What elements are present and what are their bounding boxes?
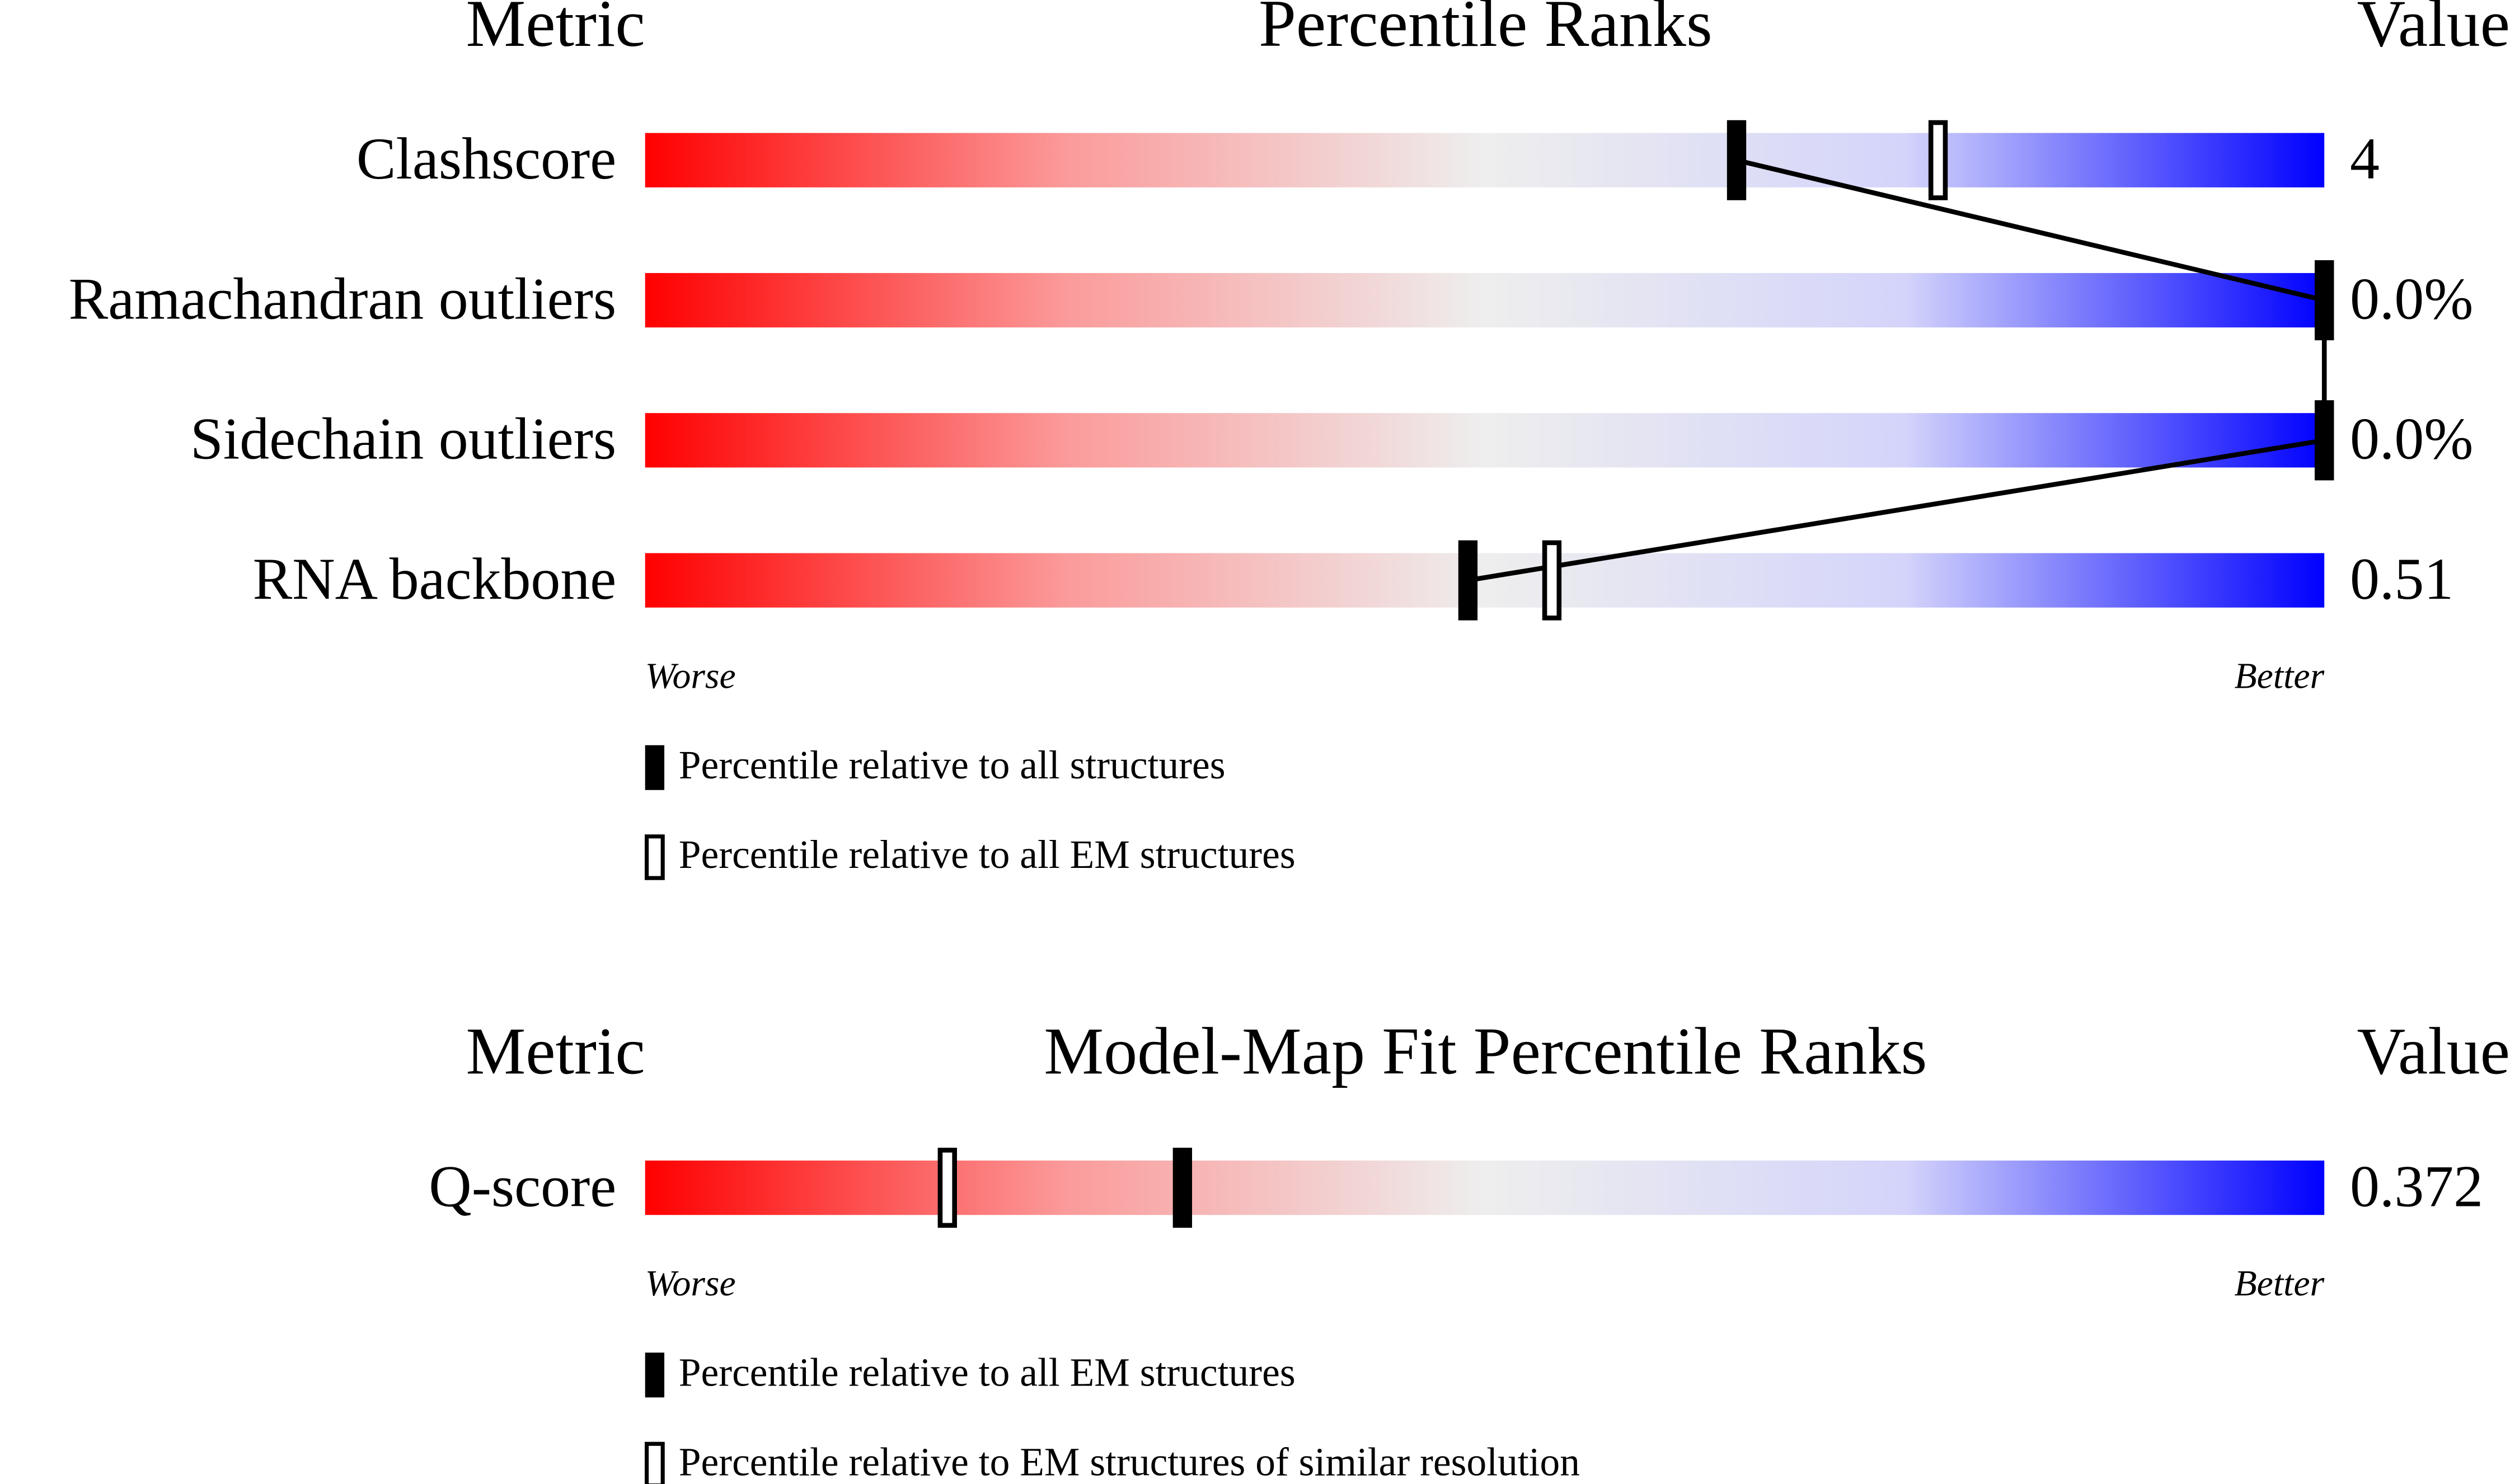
panel-title: Percentile Ranks — [1259, 0, 1713, 60]
metric-value: 0.372 — [2350, 1153, 2483, 1219]
worse-label: Worse — [645, 656, 736, 697]
legend-swatch — [645, 1352, 665, 1398]
percentile-marker — [1458, 540, 1478, 621]
panel-title: Model-Map Fit Percentile Ranks — [1044, 1013, 1927, 1088]
metric-value: 4 — [2350, 126, 2380, 191]
percentile-marker — [2315, 400, 2334, 481]
value-header: Value — [2357, 0, 2510, 60]
percentile-marker-open — [1928, 120, 1948, 200]
metric-label: RNA backbone — [253, 546, 617, 612]
percentile-marker-open — [1542, 540, 1562, 621]
legend-swatch — [644, 1441, 665, 1484]
metric-label: Clashscore — [356, 126, 616, 191]
legend-label: Percentile relative to all EM structures — [679, 833, 1296, 877]
percentile-bar — [645, 553, 2325, 608]
percentile-marker-open — [937, 1148, 957, 1228]
percentile-marker — [1172, 1148, 1193, 1228]
metric-header: Metric — [466, 1013, 645, 1088]
metric-label: Ramachandran outliers — [69, 266, 617, 331]
connector-line — [1467, 158, 2327, 583]
percentile-bar — [645, 133, 2325, 187]
legend-swatch — [645, 745, 665, 790]
legend-swatch — [644, 834, 665, 880]
metric-value: 0.0% — [2350, 266, 2473, 331]
better-label: Better — [2234, 656, 2324, 697]
value-header: Value — [2357, 1013, 2510, 1088]
metric-label: Sidechain outliers — [190, 406, 616, 472]
better-label: Better — [2234, 1263, 2324, 1304]
worse-label: Worse — [645, 1263, 736, 1304]
legend-label: Percentile relative to all EM structures — [679, 1351, 1296, 1395]
percentile-bar — [645, 273, 2325, 328]
metric-value: 0.51 — [2350, 546, 2453, 612]
percentile-bar — [645, 413, 2325, 468]
legend-label: Percentile relative to all structures — [679, 743, 1226, 787]
percentile-bar — [645, 1160, 2325, 1215]
metric-value: 0.0% — [2350, 406, 2473, 472]
legend-label: Percentile relative to EM structures of … — [679, 1440, 1580, 1484]
metric-label: Q-score — [429, 1153, 616, 1219]
metric-header: Metric — [466, 0, 645, 60]
percentile-marker — [1726, 120, 1747, 200]
percentile-marker — [2315, 260, 2334, 341]
